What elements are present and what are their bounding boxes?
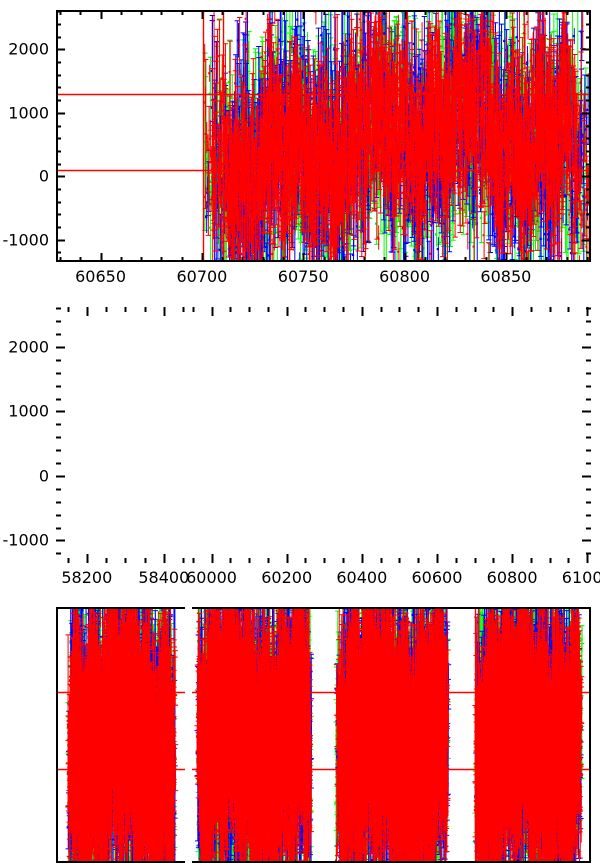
- x-tick-label: 61000: [561, 568, 600, 587]
- x-tick-label: 60600: [411, 568, 463, 587]
- y-tick-label: 2000: [8, 337, 49, 357]
- x-tick-label: 60750: [277, 267, 329, 286]
- y-tick-label: 1000: [8, 103, 49, 123]
- x-tick-label: 58400: [138, 568, 190, 587]
- y-tick-label: 0: [38, 166, 49, 186]
- x-tick-label: 60400: [336, 568, 388, 587]
- x-tick-label: 58200: [61, 568, 113, 587]
- x-tick-label: 60800: [379, 267, 430, 286]
- x-tick-label: 60200: [261, 568, 313, 587]
- y-tick-label: 0: [38, 466, 49, 486]
- bottom-panel-segment-1-frame: [56, 607, 185, 863]
- y-tick-label: 2000: [8, 39, 49, 59]
- top-panel-ticks: [0, 0, 600, 300]
- y-tick-label: -1000: [2, 530, 50, 550]
- bottom-panel-segment-2-frame: [192, 607, 591, 863]
- y-tick-label: -1000: [2, 230, 50, 250]
- x-tick-label: 60800: [486, 568, 538, 587]
- x-tick-label: 60650: [75, 267, 127, 286]
- top-panel: 60650 60700 60750 60800 60850 -1000 0 1000 2000: [0, 0, 600, 300]
- x-tick-label: 60700: [176, 267, 228, 286]
- bottom-panel-ticks: [0, 300, 600, 600]
- x-tick-label: 60850: [480, 267, 532, 286]
- y-tick-label: 1000: [8, 401, 49, 421]
- x-tick-label: 60000: [186, 568, 237, 587]
